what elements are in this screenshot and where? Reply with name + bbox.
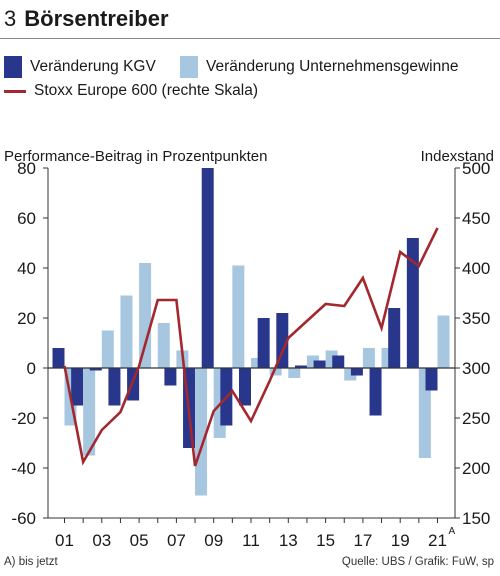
bar-gewinne [139, 263, 152, 368]
bar-kgv [406, 238, 419, 368]
legend-item-stoxx: Stoxx Europe 600 (rechte Skala) [4, 82, 258, 100]
x-tick-label: 09 [204, 531, 223, 550]
y2-tick-label: 350 [462, 309, 490, 328]
bar-kgv [108, 368, 121, 406]
x-tick-label: 15 [316, 531, 335, 550]
y-tick-label: 60 [17, 209, 36, 228]
y-tick-label: -20 [11, 409, 36, 428]
x-tick-superscript: A [449, 526, 456, 537]
legend-item-gewinne: Veränderung Unternehmensgewinne [180, 56, 458, 78]
legend-label-kgv: Veränderung KGV [30, 58, 156, 75]
bar-kgv [52, 348, 65, 368]
bar-kgv [201, 168, 214, 368]
bar-gewinne [195, 368, 208, 496]
x-tick-label: 21 [428, 531, 447, 550]
bar-kgv [257, 318, 270, 368]
y2-tick-label: 500 [462, 159, 490, 178]
y2-tick-label: 200 [462, 459, 490, 478]
bar-kgv [164, 368, 177, 386]
x-tick-label: 13 [279, 531, 298, 550]
bar-gewinne [269, 368, 282, 376]
legend-label-gewinne: Veränderung Unternehmensgewinne [206, 58, 459, 75]
x-tick-label: 03 [92, 531, 111, 550]
bar-kgv [369, 368, 382, 416]
y-tick-label: 0 [27, 359, 36, 378]
bar-gewinne [251, 358, 263, 368]
bar-gewinne [101, 330, 114, 368]
footnote: A) bis jetzt [4, 556, 58, 568]
bar-kgv [89, 368, 102, 371]
bar-kgv [294, 365, 307, 368]
bar-gewinne [288, 368, 301, 378]
y-tick-label: 40 [17, 259, 36, 278]
y2-tick-label: 250 [462, 409, 490, 428]
legend-label-stoxx: Stoxx Europe 600 (rechte Skala) [34, 82, 259, 99]
bar-kgv [388, 308, 401, 368]
bar-gewinne [232, 265, 245, 368]
y-tick-label: -60 [11, 509, 36, 528]
x-tick-label: 07 [167, 531, 186, 550]
bar-kgv [239, 368, 251, 406]
bar-gewinne [157, 323, 170, 368]
y-tick-label: -40 [11, 459, 36, 478]
legend-swatch-gewinne [180, 56, 198, 78]
x-tick-label: 17 [353, 531, 372, 550]
chart-title: Börsentreiber [24, 6, 169, 31]
y2-tick-label: 400 [462, 259, 490, 278]
source-credit: Quelle: UBS / Grafik: FuW, sp [341, 556, 494, 568]
y2-tick-label: 300 [462, 359, 490, 378]
y-tick-label: 80 [17, 159, 36, 178]
legend-swatch-kgv [4, 56, 22, 78]
line-stoxx [63, 227, 439, 467]
bar-gewinne [362, 348, 375, 368]
bar-kgv [71, 368, 84, 406]
bar-gewinne [83, 368, 96, 456]
title-divider [0, 38, 500, 39]
x-tick-label: 19 [391, 531, 410, 550]
bar-kgv [332, 355, 345, 368]
chart-number: 3 [4, 6, 17, 31]
y2-tick-label: 450 [462, 209, 490, 228]
legend-item-kgv: Veränderung KGV [4, 56, 156, 78]
bar-kgv [276, 313, 289, 368]
y-axis-title-left: Performance-Beitrag in Prozentpunkten [4, 148, 268, 165]
x-tick-label: 01 [55, 531, 74, 550]
legend-swatch-stoxx [4, 89, 26, 93]
y-tick-label: 20 [17, 309, 36, 328]
x-tick-label: 11 [242, 531, 260, 550]
bar-gewinne [120, 295, 133, 368]
chart-header: 3 Börsentreiber [4, 6, 169, 32]
bar-kgv [350, 368, 363, 376]
bar-kgv [313, 360, 326, 368]
bar-kgv [425, 368, 438, 391]
y-axis-title-right: Indexstand [420, 148, 494, 165]
bar-gewinne [437, 315, 450, 368]
y2-tick-label: 150 [462, 509, 490, 528]
x-tick-label: 05 [130, 531, 149, 550]
